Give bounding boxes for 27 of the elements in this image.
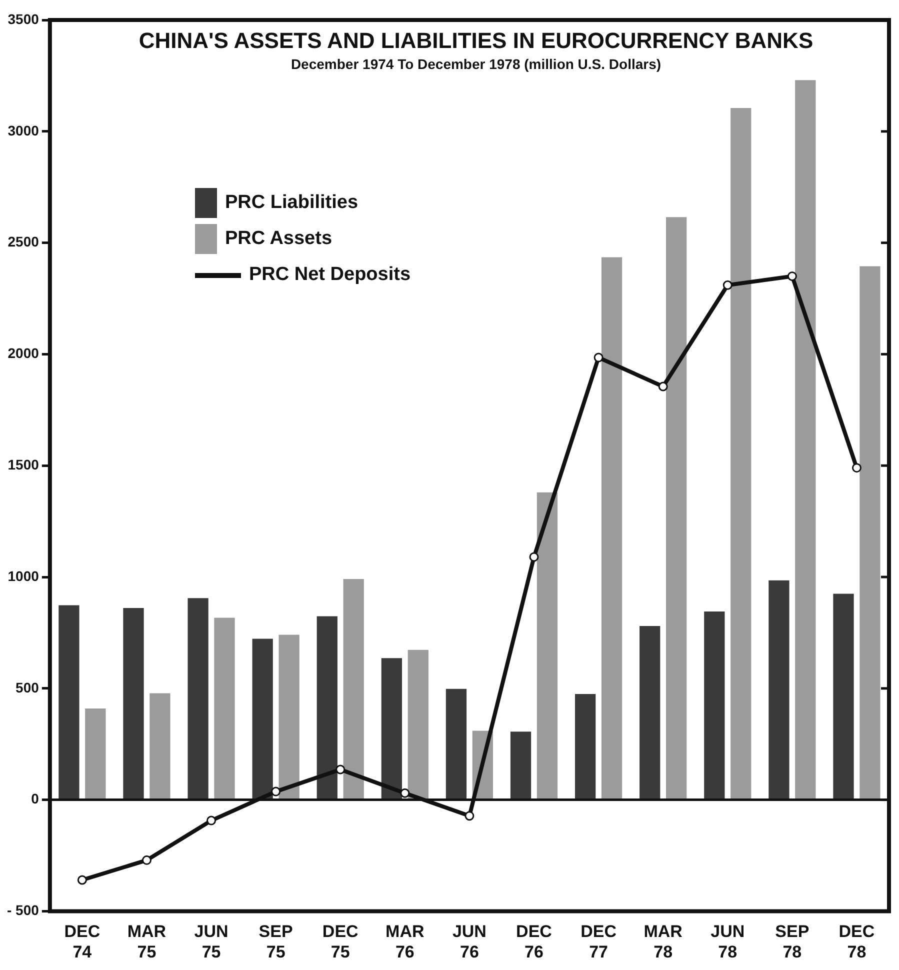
x-tick-label: MAR 78	[644, 922, 682, 962]
legend-label: PRC Liabilities	[225, 192, 358, 214]
y-tick-label: 3500	[8, 10, 40, 27]
y-tick-label: - 500	[6, 902, 40, 918]
x-tick-label: DEC 77	[580, 922, 616, 962]
x-tick-label: JUN 78	[710, 922, 745, 962]
y-tick-label: 1000	[8, 568, 40, 584]
x-tick-label: SEP 78	[775, 922, 810, 962]
y-tick-label: 500	[16, 679, 40, 696]
x-tick-label: MAR 75	[127, 922, 166, 962]
x-tick-label: JUN 75	[194, 922, 228, 962]
legend-label: PRC Assets	[225, 228, 332, 250]
chart-title: CHINA'S ASSETS AND LIABILITIES IN EUROCURRENCY BANKS	[138, 28, 814, 54]
y-tick-label: 2500	[8, 234, 40, 250]
y-tick-label: 2000	[8, 345, 40, 362]
legend-label: PRC Net Deposits	[249, 264, 411, 286]
x-tick-label: DEC 75	[322, 922, 358, 962]
x-tick-label: SEP 75	[258, 922, 293, 962]
x-tick-label: JUN 76	[452, 922, 486, 962]
x-tick-label: DEC 76	[516, 922, 552, 962]
x-tick-label: MAR 76	[386, 922, 424, 962]
y-tick-label: 1500	[8, 456, 40, 472]
text: December 1974 To December 1978 (million U.S. Dollars)	[290, 56, 662, 72]
x-tick-label: DEC 78	[838, 922, 875, 962]
y-tick-label: 3000	[8, 122, 40, 138]
y-tick-label: 0	[31, 790, 40, 807]
x-tick-label: DEC 74	[64, 922, 100, 962]
